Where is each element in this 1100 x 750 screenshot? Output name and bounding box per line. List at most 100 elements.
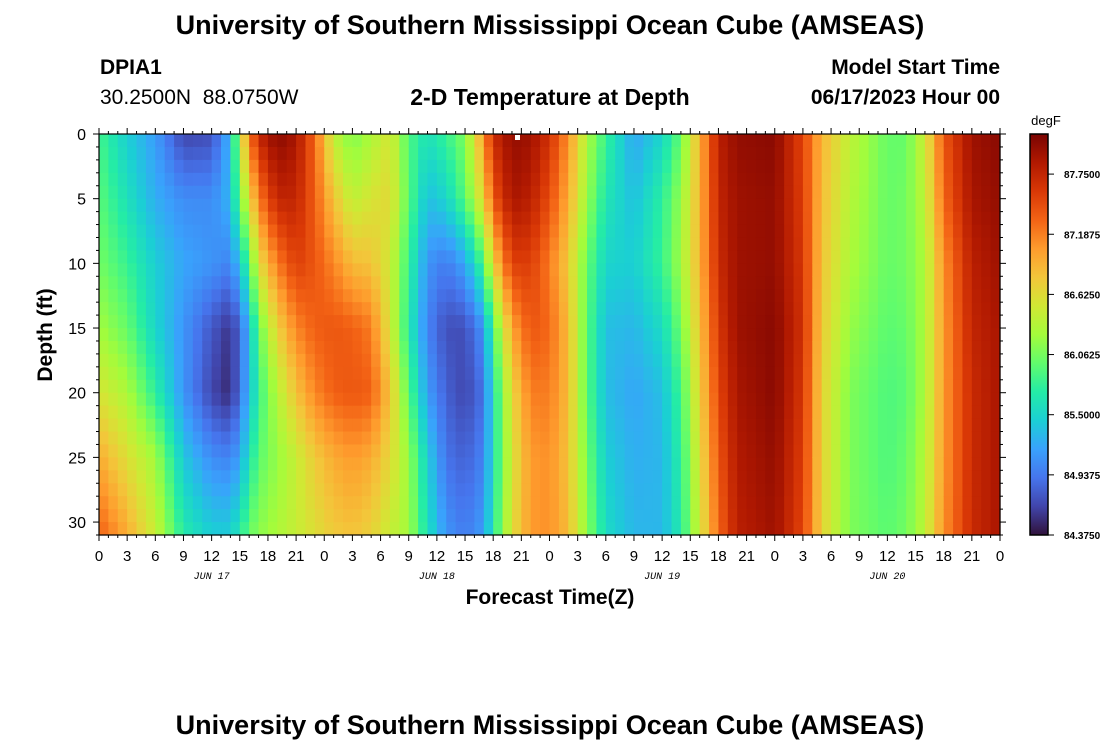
heatmap-cell — [802, 418, 813, 433]
heatmap-cell — [446, 444, 457, 458]
heatmap-cell — [408, 509, 419, 523]
heatmap-cell — [399, 172, 410, 187]
heatmap-cell — [361, 185, 372, 200]
heatmap-cell — [812, 289, 823, 303]
heatmap-cell — [633, 198, 644, 213]
heatmap-cell — [502, 159, 513, 174]
heatmap-cell — [633, 457, 644, 471]
heatmap-cell — [155, 224, 166, 239]
heatmap-cell — [802, 250, 813, 264]
heatmap-cell — [624, 185, 635, 200]
heatmap-cell — [389, 302, 400, 316]
heatmap-cell — [896, 353, 907, 368]
heatmap-cell — [709, 315, 720, 329]
heatmap-cell — [934, 198, 945, 213]
heatmap-cell — [211, 315, 222, 329]
heatmap-cell — [699, 211, 710, 226]
heatmap-cell — [718, 211, 729, 226]
heatmap-cell — [624, 315, 635, 329]
heatmap-cell — [389, 134, 400, 148]
heatmap-cell — [474, 198, 485, 213]
heatmap-cell — [155, 250, 166, 264]
heatmap-cell — [314, 224, 325, 239]
heatmap-cell — [662, 444, 673, 458]
heatmap-cell — [765, 211, 776, 226]
heatmap-cell — [361, 315, 372, 329]
heatmap-cell — [558, 522, 569, 536]
heatmap-cell — [192, 509, 203, 523]
heatmap-cell — [915, 418, 926, 433]
heatmap-cell — [305, 366, 316, 381]
heatmap-cell — [690, 185, 701, 200]
heatmap-cell — [343, 302, 354, 316]
heatmap-cell — [333, 470, 344, 484]
heatmap-cell — [671, 405, 682, 420]
heatmap-cell — [812, 353, 823, 368]
heatmap-cell — [924, 315, 935, 329]
heatmap-cell — [906, 509, 917, 523]
heatmap-cell — [840, 289, 851, 303]
heatmap-cell — [333, 353, 344, 368]
heatmap-cell — [230, 470, 241, 484]
heatmap-cell — [174, 379, 185, 394]
heatmap-cell — [990, 444, 1001, 458]
heatmap-cell — [643, 340, 654, 355]
heatmap-cell — [840, 185, 851, 200]
heatmap-cell — [540, 328, 551, 342]
heatmap-cell — [868, 302, 879, 316]
heatmap-cell — [530, 289, 541, 303]
heatmap-cell — [671, 302, 682, 316]
heatmap-cell — [446, 172, 457, 187]
heatmap-cell — [746, 302, 757, 316]
heatmap-cell — [896, 302, 907, 316]
heatmap-cell — [887, 392, 898, 407]
heatmap-cell — [136, 289, 147, 303]
heatmap-cell — [361, 263, 372, 277]
heatmap-cell — [221, 522, 231, 536]
heatmap-cell — [418, 263, 429, 277]
heatmap-cell — [737, 263, 748, 277]
heatmap-cell — [136, 496, 147, 510]
heatmap-cell — [455, 185, 466, 200]
heatmap-cell — [802, 509, 813, 523]
heatmap-cell — [436, 457, 447, 471]
heatmap-cell — [183, 224, 194, 239]
heatmap-cell — [718, 276, 729, 290]
heatmap-cell — [624, 405, 635, 420]
heatmap-cell — [258, 444, 269, 458]
heatmap-cell — [127, 366, 138, 381]
heatmap-cell — [267, 496, 278, 510]
heatmap-cell — [690, 328, 701, 342]
heatmap-cell — [549, 237, 560, 252]
heatmap-cell — [812, 198, 823, 213]
heatmap-cell — [962, 250, 973, 264]
heatmap-cell — [812, 172, 823, 187]
heatmap-cell — [127, 418, 138, 433]
heatmap-cell — [540, 237, 551, 252]
heatmap-cell — [765, 496, 776, 510]
heatmap-cell — [127, 470, 138, 484]
heatmap-cell — [671, 431, 682, 446]
heatmap-cell — [624, 496, 635, 510]
heatmap-cell — [831, 224, 842, 239]
heatmap-cell — [934, 444, 945, 458]
heatmap-cell — [765, 289, 776, 303]
heatmap-cell — [774, 211, 785, 226]
heatmap-cell — [868, 146, 879, 161]
heatmap-cell — [953, 237, 964, 252]
heatmap-cell — [427, 457, 438, 471]
heatmap-cell — [277, 237, 288, 252]
heatmap-cell — [314, 522, 325, 536]
heatmap-cell — [361, 340, 372, 355]
heatmap-cell — [690, 470, 701, 484]
heatmap-cell — [502, 328, 513, 342]
heatmap-cell — [784, 418, 795, 433]
heatmap-cell — [577, 224, 588, 239]
heatmap-cell — [493, 483, 504, 497]
heatmap-cell — [915, 237, 926, 252]
heatmap-cell — [859, 379, 870, 394]
heatmap-cell — [746, 405, 757, 420]
heatmap-cell — [136, 405, 147, 420]
heatmap-cell — [511, 431, 522, 446]
heatmap-cell — [136, 444, 147, 458]
